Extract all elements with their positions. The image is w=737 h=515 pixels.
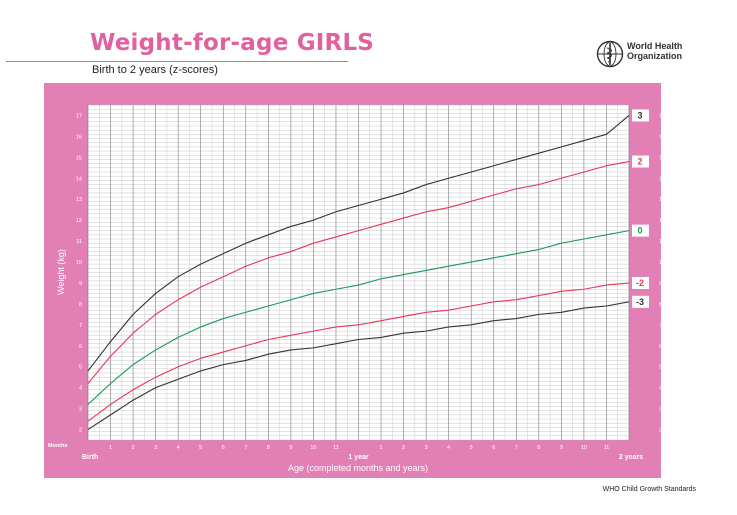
zscore-curve	[87, 282, 630, 422]
x-tick-label: 2 years	[619, 454, 643, 461]
zscore-label: 0	[637, 226, 642, 236]
y-tick-label: 16	[76, 134, 82, 140]
zscore-curve	[87, 115, 630, 372]
y-tick-label: 6	[659, 344, 662, 350]
zscore-label-bg	[632, 224, 649, 237]
title-underline	[6, 61, 348, 62]
x-axis-ticks: Birth 1 2 3 4 5 6 7 8 9 10 11 1 year 1 2 3 4 5 6 7 8 9 10 11 2 y…	[82, 445, 643, 461]
chart-title: Weight-for-age GIRLS	[90, 30, 375, 56]
zscore-label-bg	[632, 109, 649, 122]
y-tick-label: 6	[79, 344, 82, 350]
y-tick-label: 4	[659, 386, 662, 392]
y-tick-label: 17	[659, 113, 665, 119]
x-tick-label: 11	[333, 445, 339, 451]
y-tick-label: 2	[79, 428, 82, 434]
y-tick-label: 8	[659, 302, 662, 308]
x-tick-label: 4	[447, 445, 450, 451]
y-tick-label: 13	[659, 197, 665, 203]
zscore-labels: 3 2 0 -2 -3	[632, 109, 649, 308]
chart-subtitle: Birth to 2 years (z-scores)	[92, 64, 218, 76]
y-tick-label: 7	[79, 323, 82, 329]
x-tick-label: 9	[560, 445, 563, 451]
y-tick-label: 12	[659, 218, 665, 224]
footer-text: WHO Child Growth Standards	[602, 486, 696, 493]
x-axis-unit-label: Months	[48, 443, 68, 449]
x-tick-label: 8	[267, 445, 270, 451]
x-tick-label: 9	[289, 445, 292, 451]
x-tick-label: 8	[537, 445, 540, 451]
x-tick-label: 3	[425, 445, 428, 451]
y-tick-label: 10	[76, 260, 82, 266]
y-tick-label: 2	[659, 428, 662, 434]
y-tick-label: 17	[76, 113, 82, 119]
zscore-label-bg	[632, 276, 649, 289]
x-tick-label: 2	[132, 445, 135, 451]
zscore-label: 2	[637, 157, 642, 167]
y-tick-label: 5	[79, 365, 82, 371]
zscore-label: -3	[636, 297, 644, 307]
x-tick-label: 10	[310, 445, 316, 451]
y-tick-label: 15	[76, 155, 82, 161]
x-tick-label: 6	[492, 445, 495, 451]
x-tick-label: 2	[402, 445, 405, 451]
zscore-label: -2	[636, 278, 644, 288]
zscore-label-bg	[632, 155, 649, 168]
y-tick-label: 15	[659, 155, 665, 161]
zscore-curve	[87, 160, 630, 384]
y-tick-label: 16	[659, 134, 665, 140]
y-axis-left-ticks: 2 3 4 5 6 7 8 9 10 11 12 13 14 15 16 17	[76, 113, 82, 433]
x-tick-label: Birth	[82, 454, 98, 461]
zscore-curves	[87, 115, 630, 430]
y-tick-label: 8	[79, 302, 82, 308]
y-axis-label: Weight (kg)	[56, 249, 66, 295]
zscore-label-bg	[632, 295, 649, 308]
x-tick-label: 5	[470, 445, 473, 451]
zscore-label: 3	[637, 110, 642, 120]
x-tick-label: 7	[244, 445, 247, 451]
y-tick-label: 5	[659, 365, 662, 371]
y-tick-label: 11	[659, 239, 665, 245]
x-axis-label: Age (completed months and years)	[288, 463, 428, 473]
x-tick-label: 4	[177, 445, 180, 451]
y-tick-label: 11	[76, 239, 82, 245]
x-tick-label: 11	[604, 445, 610, 451]
y-tick-label: 12	[76, 218, 82, 224]
who-logo: World Health Organization	[596, 40, 706, 70]
x-tick-label: 10	[581, 445, 587, 451]
organization-name: World Health Organization	[627, 41, 683, 61]
zscore-curve	[87, 230, 630, 405]
y-tick-label: 4	[79, 386, 82, 392]
y-axis-right-ticks: 2 3 4 5 6 7 8 9 10 11 12 13 14 15 16 17	[659, 113, 665, 433]
y-tick-label: 3	[659, 407, 662, 413]
x-tick-label: 7	[515, 445, 518, 451]
x-tick-label: 1 year	[348, 454, 369, 461]
zscore-curve	[87, 301, 630, 430]
x-tick-label: 3	[154, 445, 157, 451]
x-tick-label: 5	[199, 445, 202, 451]
y-tick-label: 7	[659, 323, 662, 329]
y-tick-label: 14	[76, 176, 82, 182]
x-tick-label: 1	[109, 445, 112, 451]
x-tick-label: 6	[222, 445, 225, 451]
y-tick-label: 10	[659, 260, 665, 266]
x-tick-label: 1	[380, 445, 383, 451]
y-tick-label: 3	[79, 407, 82, 413]
y-tick-label: 9	[79, 281, 82, 287]
y-tick-label: 14	[659, 176, 665, 182]
globe-emblem-icon	[596, 40, 624, 68]
gridlines	[87, 104, 630, 441]
y-tick-label: 13	[76, 197, 82, 203]
y-tick-label: 9	[659, 281, 662, 287]
